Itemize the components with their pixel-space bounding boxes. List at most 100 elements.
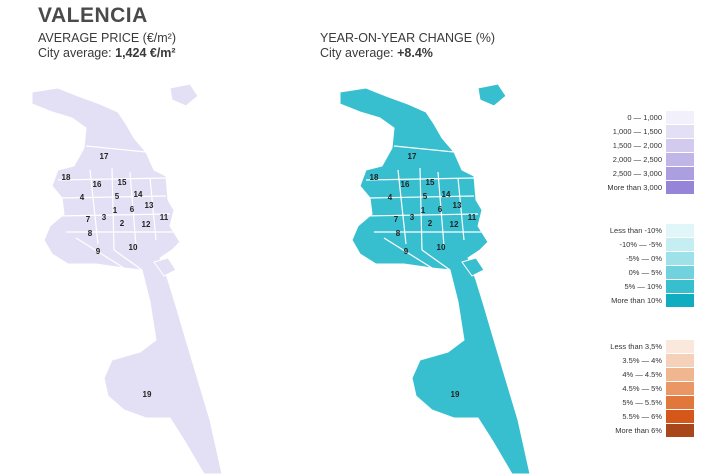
legend-change-label: 5% — 10%: [624, 282, 662, 291]
district-label-7: 7: [394, 215, 399, 224]
legend-other-swatch: [666, 368, 694, 381]
district-border: [89, 169, 99, 245]
legend-other-row: 5% — 5.5%: [598, 396, 698, 410]
legend-change-swatch: [666, 224, 694, 237]
legend-change-row: More than 10%: [598, 294, 698, 308]
legend-other-swatch: [666, 340, 694, 353]
district-label-9: 9: [404, 247, 409, 256]
district-label-16: 16: [401, 180, 410, 189]
legend-price-row: 2,000 — 2,500: [598, 153, 698, 167]
district-label-8: 8: [88, 229, 93, 238]
legend-change-row: 0% — 5%: [598, 266, 698, 280]
legend-other-swatch: [666, 424, 694, 437]
legend-other-row: 4% — 4.5%: [598, 368, 698, 382]
legend-change-swatch: [666, 252, 694, 265]
page-title: VALENCIA: [38, 4, 148, 27]
district-label-17: 17: [100, 152, 109, 161]
legend-price-swatch: [666, 167, 694, 180]
legend-other-label: More than 6%: [615, 426, 662, 435]
district-label-15: 15: [426, 178, 435, 187]
legend-other-swatch: [666, 382, 694, 395]
city-area: [339, 87, 531, 475]
change-city-average-value: +8.4%: [397, 46, 433, 60]
district-label-12: 12: [450, 220, 459, 229]
legend-other-label: 5.5% — 6%: [622, 412, 662, 421]
district-label-5: 5: [115, 192, 120, 201]
legend-price-label: 2,000 — 2,500: [612, 155, 662, 164]
district-border: [129, 171, 137, 247]
district-border: [149, 177, 157, 241]
district-label-6: 6: [130, 205, 135, 214]
district-border: [61, 195, 167, 199]
legend-other-row: 4.5% — 5%: [598, 382, 698, 396]
price-map-districts: 17 18 16 15 4 5 14 1 13 6 7 3 2 12 11 89 10 19: [31, 83, 223, 475]
district-label-12: 12: [142, 220, 151, 229]
district-border: [393, 145, 455, 153]
legend-other-row: 5.5% — 6%: [598, 410, 698, 424]
legend-price-swatch: [666, 153, 694, 166]
district-label-6: 6: [438, 205, 443, 214]
legend-other-swatch: [666, 410, 694, 423]
island-area: [169, 83, 199, 107]
legend-price-label: 0 — 1,000: [627, 113, 662, 122]
district-label-3: 3: [102, 213, 107, 222]
district-label-1: 1: [421, 206, 426, 215]
legend-price-label: 2,500 — 3,000: [612, 169, 662, 178]
district-label-9: 9: [96, 247, 101, 256]
legend-price-swatch: [666, 125, 694, 138]
district-label-13: 13: [453, 201, 462, 210]
district-label-19: 19: [451, 390, 460, 399]
legend-change-row: 5% — 10%: [598, 280, 698, 294]
district-border: [397, 169, 407, 245]
island-area: [153, 257, 177, 277]
district-border: [383, 237, 433, 269]
legend-other-swatch: [666, 396, 694, 409]
change-header: YEAR-ON-YEAR CHANGE (%) City average: +8…: [320, 31, 495, 61]
district-label-4: 4: [388, 193, 393, 202]
district-label-16: 16: [93, 180, 102, 189]
district-label-10: 10: [129, 243, 138, 252]
district-label-11: 11: [468, 213, 477, 222]
legend-other-label: Less than 3,5%: [610, 342, 662, 351]
legend-other-row: 3.5% — 4%: [598, 354, 698, 368]
district-label-4: 4: [80, 193, 85, 202]
legend-price-label: More than 3,000: [607, 183, 662, 192]
legend-price-row: More than 3,000: [598, 181, 698, 195]
legend-change-label: -10% — -5%: [619, 240, 662, 249]
legend-price-row: 1,500 — 2,000: [598, 139, 698, 153]
district-label-14: 14: [134, 190, 143, 199]
price-header-title: AVERAGE PRICE (€/m²): [38, 31, 176, 45]
legend-other-row: Less than 3,5%: [598, 340, 698, 354]
legend-change-label: More than 10%: [611, 296, 662, 305]
district-border: [85, 145, 147, 153]
legend-other-label: 3.5% — 4%: [622, 356, 662, 365]
change-header-title: YEAR-ON-YEAR CHANGE (%): [320, 31, 496, 45]
district-label-3: 3: [410, 213, 415, 222]
legend-change-label: -5% — 0%: [626, 254, 662, 263]
district-label-8: 8: [396, 229, 401, 238]
legend-change-swatch: [666, 280, 694, 293]
district-border: [113, 249, 143, 271]
price-city-average: City average: 1,424 €/m²: [38, 46, 176, 60]
change-map-districts: 17 18 16 15 4 5 14 1 13 6 7 3 2 12 11 89 10 19: [339, 83, 531, 475]
legend-price-row: 2,500 — 3,000: [598, 167, 698, 181]
district-label-13: 13: [145, 201, 154, 210]
district-border: [75, 237, 125, 269]
legend-other-row: More than 6%: [598, 424, 698, 438]
legend-price-row: 0 — 1,000: [598, 111, 698, 125]
legend-other-label: 4.5% — 5%: [622, 384, 662, 393]
legend-price-swatch: [666, 111, 694, 124]
price-map: 17 18 16 15 4 5 14 1 13 6 7 3 2 12 11 89 10 19: [31, 83, 223, 475]
district-label-7: 7: [86, 215, 91, 224]
district-label-10: 10: [437, 243, 446, 252]
district-label-11: 11: [160, 213, 169, 222]
district-border: [111, 167, 115, 251]
change-city-average: City average: +8.4%: [320, 46, 433, 60]
district-label-18: 18: [370, 173, 379, 182]
district-border: [457, 177, 465, 241]
legend-change-swatch: [666, 266, 694, 279]
price-header: AVERAGE PRICE (€/m²) City average: 1,424…: [38, 31, 176, 61]
district-border: [421, 249, 451, 271]
district-label-15: 15: [118, 178, 127, 187]
legend-change-label: Less than -10%: [609, 226, 662, 235]
